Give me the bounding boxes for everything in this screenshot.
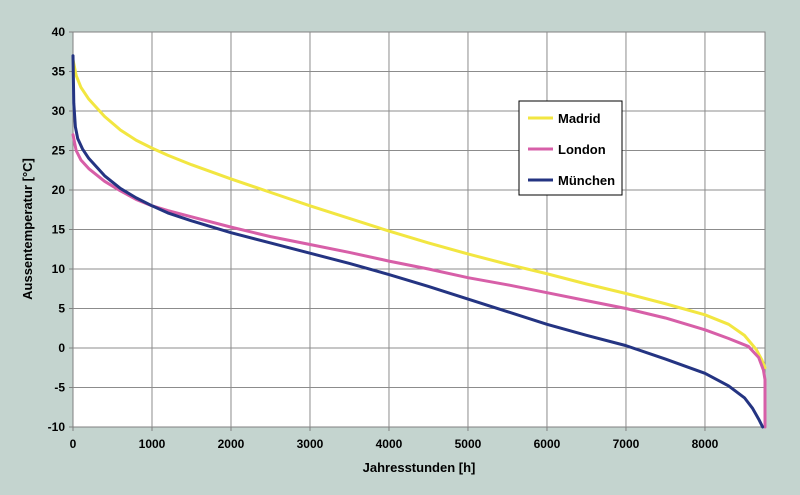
series-line-3: [71, 54, 765, 429]
y-tick-label: 0: [58, 341, 65, 355]
x-tick-label: 7000: [613, 437, 640, 451]
gridlines: [73, 32, 765, 427]
x-tick-label: 1000: [139, 437, 166, 451]
x-tick-label: 8000: [692, 437, 719, 451]
y-tick-label: -10: [48, 420, 66, 434]
legend-label-1: Madrid: [558, 111, 601, 126]
series-lines: [71, 54, 767, 429]
x-tick-label: 3000: [297, 437, 324, 451]
series-line-1: [71, 58, 767, 370]
series-line-2: [71, 133, 767, 429]
y-tick-label: 40: [52, 25, 66, 39]
y-tick-label: 10: [52, 262, 66, 276]
x-axis-ticks: 0 1000 2000 3000 4000 5000 6000 7000 8000: [70, 427, 719, 451]
y-tick-label: -5: [54, 381, 65, 395]
y-tick-label: 25: [52, 144, 66, 158]
y-tick-label: 35: [52, 65, 66, 79]
x-tick-label: 0: [70, 437, 77, 451]
y-axis-ticks: -10 -5 0 5 10 15 20 25 30 35 40: [48, 25, 73, 434]
y-tick-label: 15: [52, 223, 66, 237]
y-tick-label: 5: [58, 302, 65, 316]
x-axis-title: Jahresstunden [h]: [363, 460, 476, 475]
legend: Madrid London München: [518, 100, 623, 196]
x-tick-label: 2000: [218, 437, 245, 451]
legend-label-3: München: [558, 173, 615, 188]
x-tick-label: 5000: [455, 437, 482, 451]
y-tick-label: 20: [52, 183, 66, 197]
x-tick-label: 4000: [376, 437, 403, 451]
x-tick-label: 6000: [534, 437, 561, 451]
legend-label-2: London: [558, 142, 606, 157]
y-tick-label: 30: [52, 104, 66, 118]
y-axis-title: Aussentemperatur [°C]: [20, 158, 35, 300]
